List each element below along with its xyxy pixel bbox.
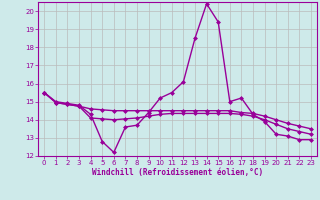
X-axis label: Windchill (Refroidissement éolien,°C): Windchill (Refroidissement éolien,°C) <box>92 168 263 177</box>
